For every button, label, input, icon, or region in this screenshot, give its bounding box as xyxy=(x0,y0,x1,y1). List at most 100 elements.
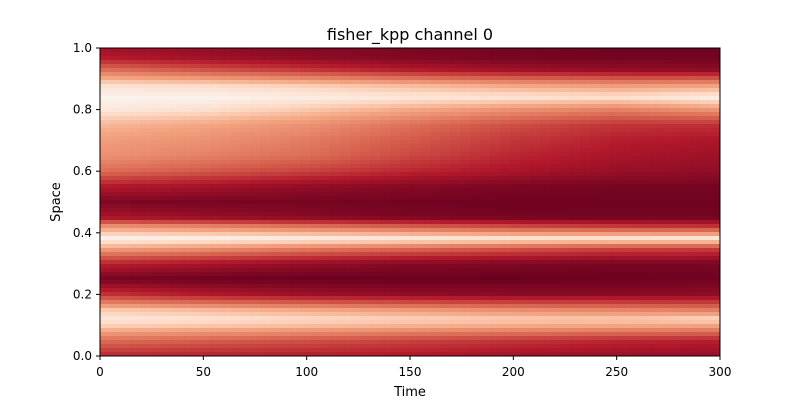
heatmap-cell xyxy=(140,264,151,269)
heatmap-cell xyxy=(340,80,351,85)
heatmap-cell xyxy=(350,128,361,133)
heatmap-cell xyxy=(430,148,441,153)
heatmap-cell xyxy=(240,280,251,285)
heatmap-cell xyxy=(520,320,531,325)
heatmap-cell xyxy=(410,352,421,356)
heatmap-cell xyxy=(610,284,621,289)
heatmap-cell xyxy=(220,64,231,69)
heatmap-cell xyxy=(340,256,351,261)
heatmap-cell xyxy=(480,268,491,273)
heatmap-cell xyxy=(600,228,611,233)
heatmap-cell xyxy=(240,288,251,293)
heatmap-cell xyxy=(580,272,591,277)
heatmap-cell xyxy=(590,120,601,125)
heatmap-cell xyxy=(330,120,341,125)
heatmap-cell xyxy=(590,148,601,153)
heatmap-cell xyxy=(500,176,511,181)
heatmap-cell xyxy=(230,68,241,73)
heatmap-cell xyxy=(630,264,641,269)
heatmap-cell xyxy=(480,128,491,133)
heatmap-cell xyxy=(110,180,121,185)
heatmap-cell xyxy=(640,336,651,341)
heatmap-cell xyxy=(210,312,221,317)
heatmap-cell xyxy=(700,120,711,125)
heatmap-cell xyxy=(550,132,561,137)
heatmap-cell xyxy=(400,156,411,161)
heatmap-cell xyxy=(100,248,111,253)
heatmap-cell xyxy=(700,72,711,77)
heatmap-cell xyxy=(540,328,551,333)
heatmap-cell xyxy=(280,136,291,141)
heatmap-cell xyxy=(700,84,711,89)
heatmap-cell xyxy=(320,160,331,165)
heatmap-cell xyxy=(410,268,421,273)
heatmap-cell xyxy=(240,228,251,233)
heatmap-cell xyxy=(510,352,521,356)
heatmap-cell xyxy=(100,352,111,356)
heatmap-cell xyxy=(680,240,691,245)
heatmap-cell xyxy=(630,288,641,293)
heatmap-cell xyxy=(250,280,261,285)
heatmap-cell xyxy=(120,292,131,297)
heatmap-cell xyxy=(280,140,291,145)
heatmap-cell xyxy=(670,120,681,125)
heatmap-cell xyxy=(260,100,271,105)
heatmap-cell xyxy=(680,220,691,225)
heatmap-cell xyxy=(330,340,341,345)
heatmap-cell xyxy=(580,240,591,245)
heatmap-cell xyxy=(190,140,201,145)
heatmap-cell xyxy=(690,176,701,181)
heatmap-cell xyxy=(130,120,141,125)
heatmap-cell xyxy=(520,112,531,117)
heatmap-cell xyxy=(390,96,401,101)
heatmap-cell xyxy=(230,168,241,173)
heatmap-cell xyxy=(110,144,121,149)
heatmap-cell xyxy=(200,220,211,225)
heatmap-cell xyxy=(400,200,411,205)
heatmap-cell xyxy=(620,208,631,213)
heatmap-cell xyxy=(410,116,421,121)
heatmap-cell xyxy=(530,172,541,177)
heatmap-cell xyxy=(210,104,221,109)
heatmap-cell xyxy=(130,304,141,309)
heatmap-cell xyxy=(140,76,151,81)
heatmap-cell xyxy=(240,180,251,185)
heatmap-cell xyxy=(540,80,551,85)
heatmap-cell xyxy=(640,204,651,209)
heatmap-cell xyxy=(490,252,501,257)
heatmap-cell xyxy=(640,84,651,89)
heatmap-cell xyxy=(610,84,621,89)
heatmap-cell xyxy=(350,136,361,141)
heatmap-cell xyxy=(420,68,431,73)
heatmap-cell xyxy=(500,264,511,269)
heatmap-cell xyxy=(270,192,281,197)
heatmap-cell xyxy=(500,244,511,249)
heatmap-cell xyxy=(170,304,181,309)
heatmap-cell xyxy=(610,292,621,297)
heatmap-cell xyxy=(110,300,121,305)
heatmap-cell xyxy=(200,320,211,325)
heatmap-cell xyxy=(530,240,541,245)
heatmap-cell xyxy=(190,64,201,69)
heatmap-cell xyxy=(270,320,281,325)
heatmap-cell xyxy=(190,180,201,185)
heatmap-cell xyxy=(620,224,631,229)
heatmap-cell xyxy=(140,144,151,149)
heatmap-cell xyxy=(460,100,471,105)
heatmap-cell xyxy=(230,348,241,353)
heatmap-cell xyxy=(190,328,201,333)
heatmap-cell xyxy=(260,232,271,237)
heatmap-cell xyxy=(400,116,411,121)
heatmap-cell xyxy=(480,348,491,353)
heatmap-cell xyxy=(310,208,321,213)
heatmap-cell xyxy=(430,164,441,169)
heatmap-cell xyxy=(180,216,191,221)
heatmap-cell xyxy=(340,296,351,301)
heatmap-cell xyxy=(670,124,681,129)
heatmap-cell xyxy=(660,148,671,153)
heatmap-cell xyxy=(380,68,391,73)
heatmap-cell xyxy=(660,272,671,277)
heatmap-cell xyxy=(490,84,501,89)
heatmap-cell xyxy=(420,64,431,69)
heatmap-cell xyxy=(660,244,671,249)
